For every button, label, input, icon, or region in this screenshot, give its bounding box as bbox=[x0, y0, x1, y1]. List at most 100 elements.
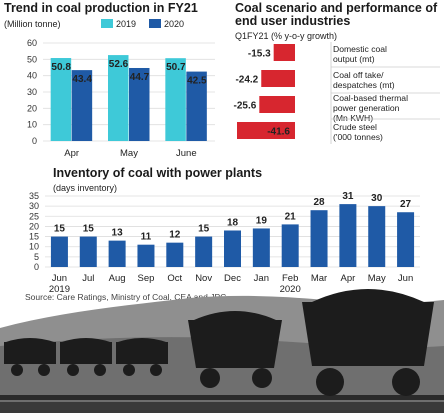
inventory-bar bbox=[339, 204, 357, 267]
inventory-value-label: 21 bbox=[285, 211, 297, 222]
industries-chart: Coal scenario and performance of end use… bbox=[234, 1, 440, 144]
coal-wagon-large bbox=[302, 289, 434, 396]
industry-category-label: Crude steel bbox=[333, 122, 377, 132]
inventory-bar bbox=[397, 212, 415, 267]
production-x-tick: Apr bbox=[64, 148, 79, 159]
inventory-value-label: 15 bbox=[198, 224, 210, 235]
inventory-x-tick: Dec bbox=[224, 273, 241, 284]
inventory-bar bbox=[368, 206, 386, 267]
inventory-bars bbox=[50, 204, 415, 267]
industry-bar bbox=[273, 44, 295, 61]
production-bar-2019 bbox=[108, 55, 129, 141]
industry-value-label: -24.2 bbox=[235, 75, 258, 86]
inventory-y-tick: 30 bbox=[29, 201, 39, 211]
industries-chart-subtitle: Q1FY21 (% y-o-y growth) bbox=[235, 31, 337, 41]
inventory-value-label: 30 bbox=[371, 193, 383, 204]
inventory-bar bbox=[137, 244, 155, 267]
inventory-y-tick: 0 bbox=[34, 262, 39, 272]
production-value-label: 50.7 bbox=[166, 62, 186, 73]
industry-category-label: Coal off take/ bbox=[333, 70, 384, 80]
legend-label-2020: 2020 bbox=[164, 19, 184, 29]
inventory-x-tick: Oct bbox=[167, 273, 182, 284]
inventory-value-label: 11 bbox=[141, 232, 152, 243]
industry-category-label: (Mn KWH) bbox=[333, 113, 373, 123]
inventory-value-label: 27 bbox=[400, 199, 412, 210]
production-y-tick: 40 bbox=[27, 71, 37, 81]
production-bar-2020 bbox=[186, 71, 207, 141]
inventory-value-label: 28 bbox=[313, 197, 325, 208]
production-bar-2020 bbox=[129, 67, 150, 141]
inventory-bar bbox=[224, 230, 241, 267]
coal-wagon-small-2 bbox=[60, 338, 112, 376]
production-y-tick: 50 bbox=[27, 54, 37, 64]
production-value-label: 42.5 bbox=[187, 76, 207, 87]
legend-label-2019: 2019 bbox=[116, 19, 136, 29]
production-y-tick: 20 bbox=[27, 103, 37, 113]
production-bar-2019 bbox=[50, 58, 72, 141]
legend-swatch-2020 bbox=[149, 19, 161, 28]
production-x-ticks: Apr May June bbox=[64, 148, 196, 159]
inventory-y-tick: 25 bbox=[29, 211, 39, 221]
inventory-chart-title: Inventory of coal with power plants bbox=[53, 166, 262, 180]
production-bar-2019 bbox=[165, 58, 186, 141]
inventory-value-label: 12 bbox=[169, 230, 181, 241]
inventory-bar bbox=[310, 210, 328, 267]
inventory-value-label: 18 bbox=[227, 217, 239, 228]
inventory-bar bbox=[166, 242, 184, 267]
inventory-y-tick: 35 bbox=[29, 191, 39, 201]
inventory-bar bbox=[79, 236, 97, 267]
production-value-label: 52.6 bbox=[109, 59, 129, 70]
rail-track bbox=[0, 395, 444, 400]
inventory-x-tick: Sep bbox=[138, 273, 155, 284]
inventory-bar bbox=[195, 236, 213, 267]
coal-wagons-illustration bbox=[0, 289, 444, 413]
industry-value-label: -41.6 bbox=[267, 127, 290, 138]
production-bars bbox=[50, 55, 207, 141]
industry-category-label: Coal-based thermal bbox=[333, 93, 408, 103]
coal-wagon-small-3 bbox=[116, 338, 168, 376]
production-data-labels: 50.843.4 52.644.7 50.742.5 bbox=[51, 59, 207, 86]
production-bar-2020 bbox=[71, 70, 93, 141]
inventory-data-labels: 15 15 13 11 12 15 18 19 21 28 31 30 27 bbox=[54, 191, 412, 243]
production-chart: Trend in coal production in FY21 (Millio… bbox=[4, 1, 215, 159]
industries-chart-title-line-1: Coal scenario and performance of bbox=[235, 1, 438, 15]
inventory-bar bbox=[281, 224, 299, 267]
inventory-y-tick: 5 bbox=[34, 252, 39, 262]
production-x-tick: May bbox=[120, 148, 138, 159]
production-y-tick: 30 bbox=[27, 87, 37, 97]
inventory-x-tick: May bbox=[368, 273, 386, 284]
production-chart-title: Trend in coal production in FY21 bbox=[4, 1, 198, 15]
industry-category-label: despatches (mt) bbox=[333, 80, 395, 90]
industry-value-label: -25.6 bbox=[234, 101, 257, 112]
industry-category-label: ('000 tonnes) bbox=[333, 132, 383, 142]
inventory-x-tick: Jan bbox=[254, 273, 269, 284]
inventory-x-tick: Nov bbox=[195, 273, 212, 284]
industry-bar bbox=[259, 96, 295, 113]
industry-bar bbox=[237, 122, 295, 139]
industry-category-label: output (mt) bbox=[333, 54, 375, 64]
industry-category-label: Domestic coal bbox=[333, 44, 387, 54]
inventory-y-tick: 10 bbox=[29, 242, 39, 252]
production-x-tick: June bbox=[176, 148, 197, 159]
coal-wagon-small-1 bbox=[4, 338, 56, 376]
inventory-bar bbox=[252, 228, 270, 267]
inventory-year-label: 2019 bbox=[49, 284, 70, 295]
track-bed bbox=[0, 402, 444, 413]
production-legend: 2019 2020 bbox=[101, 19, 184, 29]
source-note: Source: Care Ratings, Ministry of Coal, … bbox=[25, 292, 226, 302]
industry-category-label: power generation bbox=[333, 103, 400, 113]
industries-chart-title-line-2: end user industries bbox=[235, 14, 350, 28]
inventory-x-tick: Aug bbox=[109, 273, 126, 284]
inventory-bar bbox=[108, 240, 126, 267]
inventory-value-label: 15 bbox=[83, 224, 95, 235]
inventory-year-label: 2020 bbox=[280, 284, 301, 295]
inventory-x-tick: Jun bbox=[398, 273, 413, 284]
inventory-x-tick: Feb bbox=[282, 273, 298, 284]
production-y-tick: 0 bbox=[32, 136, 37, 146]
inventory-y-tick: 20 bbox=[29, 221, 39, 231]
coal-wagon-medium bbox=[188, 311, 282, 388]
legend-swatch-2019 bbox=[101, 19, 113, 28]
